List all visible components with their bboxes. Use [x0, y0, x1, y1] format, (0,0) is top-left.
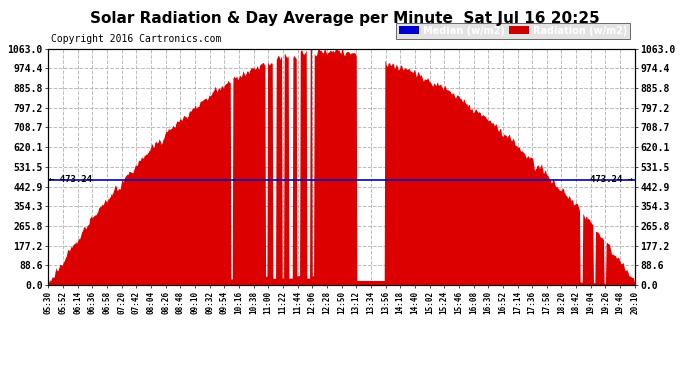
- Text: 473.24 →: 473.24 →: [591, 176, 633, 184]
- Text: Copyright 2016 Cartronics.com: Copyright 2016 Cartronics.com: [51, 34, 221, 44]
- Legend: Median (w/m2), Radiation (w/m2): Median (w/m2), Radiation (w/m2): [396, 23, 630, 39]
- Text: Solar Radiation & Day Average per Minute  Sat Jul 16 20:25: Solar Radiation & Day Average per Minute…: [90, 11, 600, 26]
- Text: ← 473.24: ← 473.24: [49, 176, 92, 184]
